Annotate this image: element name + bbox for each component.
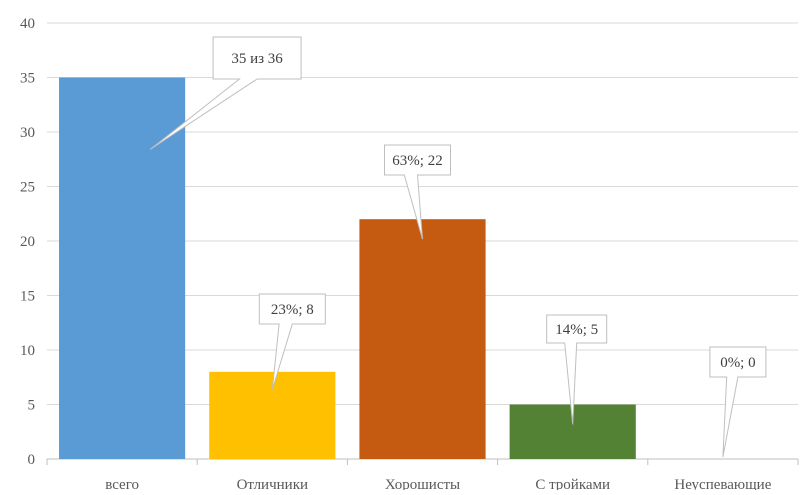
- data-label-text: 14%; 5: [555, 322, 598, 338]
- y-tick-label: 10: [20, 343, 35, 359]
- data-label-3: 63%; 22: [384, 144, 451, 240]
- y-tick-label: 35: [20, 71, 35, 87]
- data-label-box: [149, 36, 302, 150]
- data-label-box: [258, 293, 326, 390]
- x-tick-label: Хорошисты: [385, 477, 460, 490]
- y-tick-label: 30: [20, 125, 35, 141]
- y-tick-label: 40: [20, 16, 35, 32]
- data-label-1: 35 из 36: [149, 36, 302, 150]
- y-tick-label: 25: [20, 180, 35, 196]
- data-label-text: 0%; 0: [720, 355, 755, 371]
- x-axis: всего Отличники Хорошисты С тройками Неуспев…: [46, 459, 799, 493]
- x-tick-label: Отличники: [237, 477, 308, 490]
- bar-3: [359, 219, 486, 459]
- y-tick-label: 5: [28, 398, 36, 414]
- bar-2: [209, 371, 336, 459]
- y-tick-label: 15: [20, 289, 35, 305]
- data-label-text: 23%; 8: [271, 302, 314, 318]
- y-tick-label: 0: [28, 452, 36, 468]
- x-tick-label: С тройками: [535, 477, 610, 490]
- data-label-4: 14%; 5: [546, 314, 608, 425]
- data-labels: 35 из 36 23%; 8 63%; 22 14%; 5 0%; 0: [149, 36, 767, 458]
- y-tick-label: 20: [20, 234, 35, 250]
- y-axis: 0 5 10 15 20 25 30 35 40: [20, 16, 35, 468]
- data-label-text: 63%; 22: [392, 153, 442, 169]
- data-label-2: 23%; 8: [258, 293, 326, 390]
- data-label-text: 35 из 36: [231, 51, 283, 67]
- x-tick-label: Неуспевающие: [674, 477, 771, 490]
- data-label-box: [384, 144, 451, 240]
- bar-1: [59, 77, 186, 459]
- x-tick-label: всего: [105, 477, 139, 490]
- data-label-5: 0%; 0: [709, 346, 767, 458]
- data-label-box: [709, 346, 767, 458]
- data-label-box: [546, 314, 608, 425]
- bars: [59, 77, 636, 459]
